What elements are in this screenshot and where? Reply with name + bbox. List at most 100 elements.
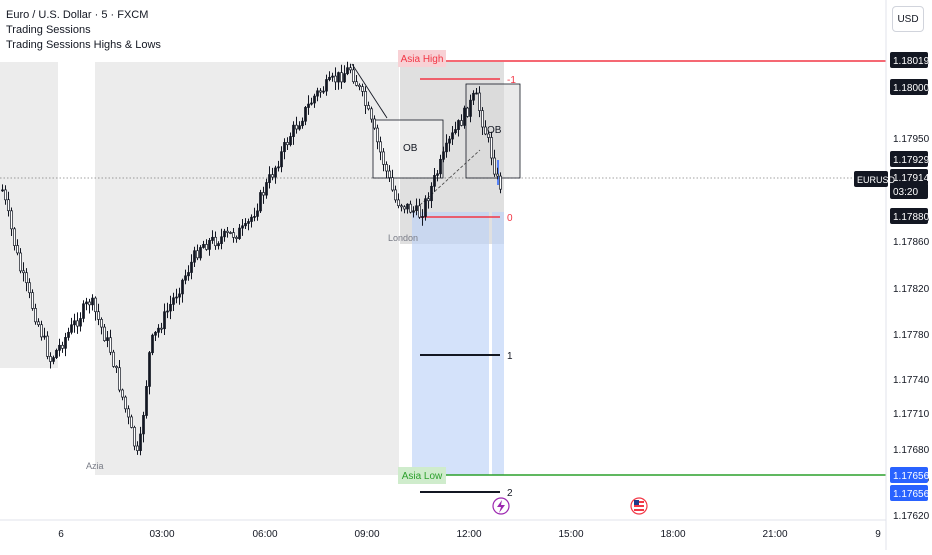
candle-body <box>10 210 13 230</box>
candle-body <box>157 327 160 333</box>
candle-body <box>343 73 346 83</box>
price-tick-label: 1.17950 <box>893 134 930 145</box>
time-tick-label: 06:00 <box>252 529 277 540</box>
session-box <box>0 62 58 368</box>
candle-body <box>499 175 502 190</box>
candle-body <box>70 324 73 333</box>
price-badge-label: 03:20 <box>893 187 918 198</box>
candle-body <box>247 221 250 224</box>
price-badge-label: 1.17656 <box>893 471 930 482</box>
asia-low-label: Asia Low <box>402 471 443 482</box>
candle-body <box>400 205 403 208</box>
currency-button[interactable]: USD <box>892 6 924 32</box>
candle-body <box>487 133 490 138</box>
candle-body <box>469 99 472 117</box>
chart-legend: Euro / U.S. Dollar · 5 · FXCM Trading Se… <box>6 8 161 53</box>
candle-body <box>460 120 463 126</box>
candle-body <box>115 366 118 369</box>
candle-body <box>136 445 139 451</box>
time-tick-label: 6 <box>58 529 64 540</box>
candle-body <box>139 433 142 451</box>
candle-body <box>217 243 220 247</box>
candle-body <box>235 237 238 239</box>
time-tick-label: 15:00 <box>558 529 583 540</box>
candle-body <box>4 189 7 201</box>
price-badge <box>890 52 928 68</box>
candle-body <box>292 124 295 137</box>
candle-body <box>421 216 424 218</box>
lightning-event-icon <box>492 497 510 515</box>
blue-highlight-zone <box>492 212 504 475</box>
time-tick-label: 09:00 <box>354 529 379 540</box>
symbol-title[interactable]: Euro / U.S. Dollar · 5 · FXCM <box>6 9 149 21</box>
candle-body <box>103 326 106 341</box>
candle-body <box>181 279 184 295</box>
candle-body <box>424 198 427 217</box>
candle-body <box>430 185 433 202</box>
candle-body <box>337 72 340 83</box>
price-badge <box>890 485 928 501</box>
candle-body <box>121 389 124 398</box>
candle-body <box>289 136 292 146</box>
us-flag-event-icon <box>630 497 648 515</box>
candle-body <box>286 142 289 146</box>
candle-body <box>448 138 451 144</box>
fib-label-2: 2 <box>507 488 513 499</box>
price-badge-label: 1.18000 <box>893 83 930 94</box>
candle-body <box>133 427 136 447</box>
london-session-label: London <box>388 233 418 243</box>
candle-body <box>184 275 187 281</box>
price-tick-label: 1.17710 <box>893 409 930 420</box>
asia-high-tag <box>398 50 446 67</box>
candle-body <box>331 75 334 78</box>
candle-body <box>169 304 172 312</box>
candle-body <box>409 203 412 213</box>
fib-label-0: 0 <box>507 213 513 224</box>
price-badge-label: 1.17656 <box>893 489 930 500</box>
blue-highlight-zone <box>412 212 489 475</box>
candle-body <box>328 76 331 80</box>
candle-body <box>385 164 388 172</box>
candle-body <box>361 86 364 92</box>
candle-body <box>304 107 307 122</box>
candle-body <box>178 293 181 298</box>
candle-body <box>349 67 352 71</box>
candle-body <box>16 245 19 254</box>
time-tick-label: 12:00 <box>456 529 481 540</box>
price-badge-label: 1.17929 <box>893 155 930 166</box>
candle-body <box>19 252 22 272</box>
candle-body <box>1 189 4 192</box>
candle-body <box>88 301 91 306</box>
candle-body <box>193 250 196 263</box>
candle-body <box>64 337 67 349</box>
candle-body <box>7 199 10 212</box>
candle-body <box>52 357 55 362</box>
price-tick-label: 1.17680 <box>893 445 930 456</box>
candle-body <box>274 167 277 178</box>
candle-body <box>259 192 262 212</box>
indicator-sessions-highs-lows[interactable]: Trading Sessions Highs & Lows <box>6 39 161 51</box>
candle-body <box>370 108 373 120</box>
price-badge <box>890 79 928 95</box>
candle-body <box>238 227 241 239</box>
candle-body <box>271 174 274 178</box>
candle-body <box>319 90 322 93</box>
candle-body <box>13 228 16 246</box>
candle-body <box>463 107 466 126</box>
indicator-trading-sessions[interactable]: Trading Sessions <box>6 24 91 36</box>
candle-body <box>334 75 337 83</box>
candle-body <box>244 223 247 227</box>
candle-body <box>202 244 205 248</box>
candle-body <box>313 95 316 104</box>
candle-body <box>76 320 79 327</box>
candle-body <box>382 151 385 165</box>
candle-body <box>376 127 379 143</box>
candle-body <box>163 311 166 330</box>
candle-body <box>34 308 37 323</box>
asia-high-label: Asia High <box>401 54 444 65</box>
candle-body <box>148 352 151 387</box>
candle-body <box>298 125 301 130</box>
price-tick-label: 1.17780 <box>893 330 930 341</box>
